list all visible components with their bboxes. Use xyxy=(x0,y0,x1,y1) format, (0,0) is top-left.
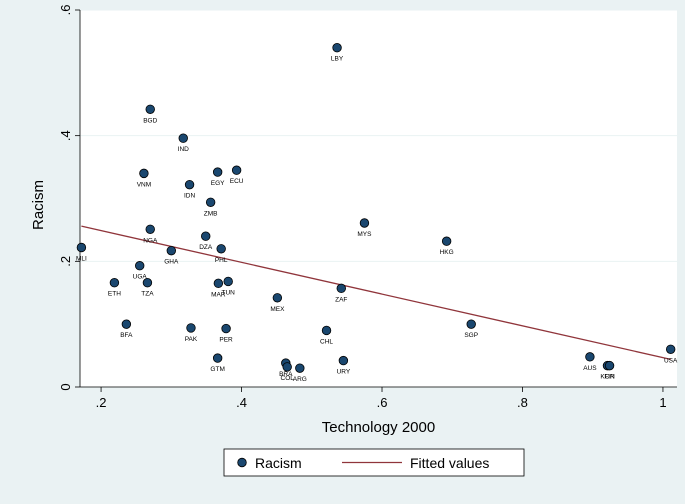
point-label-mex: MEX xyxy=(270,306,285,313)
point-label-per: PER xyxy=(219,337,233,344)
data-point-gha xyxy=(166,245,177,256)
data-point-tza xyxy=(142,277,153,288)
point-label-mys: MYS xyxy=(357,231,372,238)
fit-line-layer xyxy=(81,225,671,360)
point-label-usa: USA xyxy=(664,357,678,364)
data-point-arg xyxy=(295,363,305,373)
data-point-mex xyxy=(272,293,283,303)
data-point-mar xyxy=(213,278,224,289)
data-point-ecu xyxy=(231,165,242,175)
x-axis-title: Technology 2000 xyxy=(322,419,435,436)
point-label-gtm: GTM xyxy=(210,366,224,373)
y-tick-label: .6 xyxy=(58,5,73,16)
data-point-chl xyxy=(321,325,332,336)
data-point-egy xyxy=(212,167,223,177)
point-label-uga: UGA xyxy=(133,274,148,281)
legend-label-racism: Racism xyxy=(255,455,302,471)
data-point-ind xyxy=(178,133,188,143)
point-label-col: COL xyxy=(281,375,295,382)
point-label-egy: EGY xyxy=(211,180,225,187)
point-label-pak: PAK xyxy=(185,336,198,343)
data-point-mys xyxy=(359,218,370,228)
data-point-sgp xyxy=(466,319,476,329)
point-label-vnm: VNM xyxy=(137,181,151,188)
point-label-ind: IND xyxy=(178,146,190,153)
axis-layer: 0 .2 .4 .6 .2 .4 .6 .8 1 xyxy=(58,5,677,410)
x-tick-label: 1 xyxy=(659,395,666,410)
data-point-usa xyxy=(665,344,676,355)
data-point-phl xyxy=(216,244,226,254)
data-point-zmb xyxy=(205,197,216,207)
data-point-eth xyxy=(109,277,120,288)
data-point-dza xyxy=(201,231,211,241)
point-label-gha: GHA xyxy=(164,259,179,266)
point-label-zaf: ZAF xyxy=(335,296,347,303)
point-layer xyxy=(76,43,676,373)
data-point-aus xyxy=(585,352,595,362)
data-point-col xyxy=(282,362,292,372)
data-point-lby xyxy=(332,43,342,53)
data-point-gtm xyxy=(212,353,223,363)
data-point-tun xyxy=(223,276,233,287)
legend-marker-racism xyxy=(237,457,247,468)
data-point-idn xyxy=(184,179,195,190)
data-point-ury xyxy=(338,355,349,366)
point-label-phl: PHL xyxy=(215,257,228,264)
point-label-ury: URY xyxy=(337,369,351,376)
point-label-hkg: HKG xyxy=(440,249,454,256)
x-tick-label: .2 xyxy=(96,395,107,410)
point-label-tza: TZA xyxy=(141,291,154,298)
point-label-arg: ARG xyxy=(293,376,307,383)
data-point-pak xyxy=(186,323,196,333)
y-tick-label: .4 xyxy=(58,130,73,141)
point-label-bfa: BFA xyxy=(120,332,133,339)
y-tick-label: .2 xyxy=(58,256,73,267)
point-label-bgd: BGD xyxy=(143,117,157,124)
x-tick-label: .4 xyxy=(236,395,247,410)
point-label-ecu: ECU xyxy=(230,178,244,185)
data-point-bfa xyxy=(121,319,132,329)
point-label-eth: ETH xyxy=(108,291,121,298)
y-axis-title: Racism xyxy=(30,180,47,230)
point-label-mar: MAR xyxy=(211,291,226,298)
data-point-nga xyxy=(145,224,155,234)
data-point-per xyxy=(221,323,231,334)
data-point-hkg xyxy=(441,236,452,246)
legend: Racism Fitted values xyxy=(223,448,525,477)
x-tick-label: .8 xyxy=(517,395,528,410)
y-tick-label: 0 xyxy=(58,383,73,390)
point-label-chl: CHL xyxy=(320,338,333,345)
data-point-uga xyxy=(134,261,145,271)
point-label-tun: TUN xyxy=(222,289,236,296)
point-label-aus: AUS xyxy=(583,365,597,372)
data-point-mli xyxy=(76,242,87,253)
point-label-sgp: SGP xyxy=(464,332,478,339)
point-label-nga: NGA xyxy=(143,237,158,244)
x-tick-label: .6 xyxy=(377,395,388,410)
point-label-zmb: ZMB xyxy=(204,210,218,217)
legend-label-fitted-values: Fitted values xyxy=(410,455,489,471)
point-label-dza: DZA xyxy=(199,244,213,251)
data-point-bgd xyxy=(145,104,155,114)
point-label-lby: LBY xyxy=(331,56,344,63)
plot-area xyxy=(80,10,677,387)
data-point-vnm xyxy=(139,168,149,179)
data-point-zaf xyxy=(336,283,346,294)
point-label-bra: BRA xyxy=(279,371,293,378)
point-label-kor: KOR xyxy=(600,374,614,381)
point-label-idn: IDN xyxy=(184,193,196,200)
point-label-layer: MLI ETH BFA UGA VNM TZA BGD NGA GHA IND IDN PAK DZA Z… xyxy=(76,56,678,383)
point-label-mli: MLI xyxy=(76,256,87,263)
data-point-fin xyxy=(604,360,615,371)
fitted-values-line xyxy=(81,225,671,360)
point-label-fin: FIN xyxy=(604,374,615,381)
